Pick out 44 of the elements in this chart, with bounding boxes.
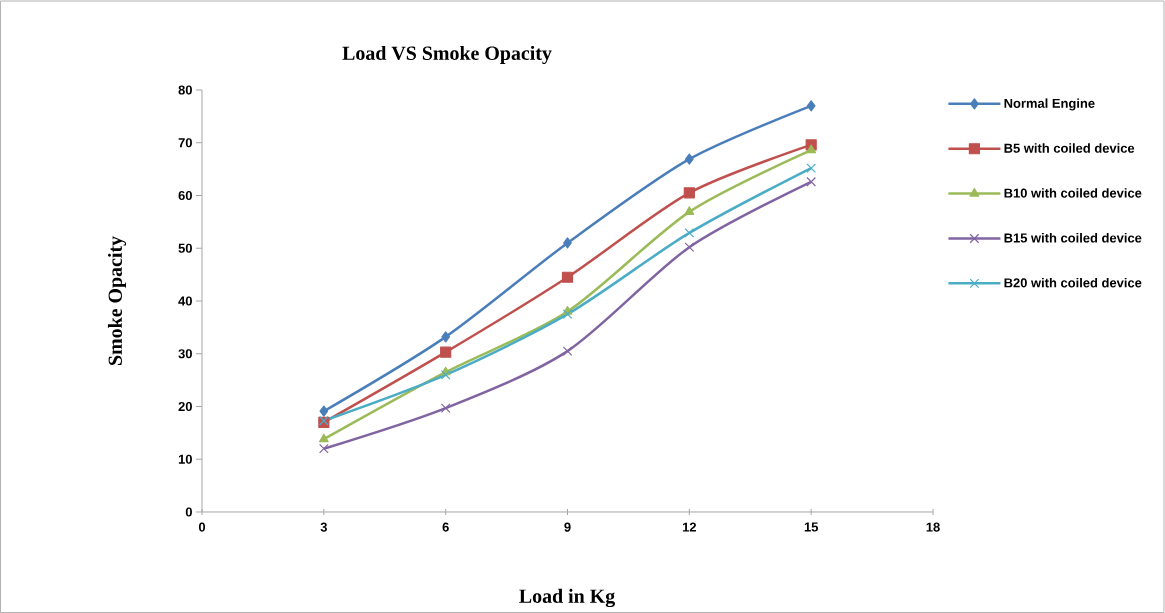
x-tick-label: 18 <box>926 522 940 532</box>
legend-label: B10 with coiled device <box>1004 188 1142 198</box>
point <box>684 153 694 165</box>
point <box>562 309 573 320</box>
x-tick-label: 15 <box>804 522 819 532</box>
point <box>440 346 452 358</box>
point <box>806 176 817 187</box>
x-tick-label: 3 <box>320 522 327 532</box>
point <box>319 443 329 454</box>
legend-label: Normal Engine <box>1004 98 1095 111</box>
point <box>806 100 816 112</box>
y-tick-label: 70 <box>178 138 192 148</box>
point <box>683 187 695 199</box>
y-tick-label: 60 <box>178 190 192 201</box>
point <box>440 403 451 413</box>
y-tick-label: 30 <box>178 349 192 359</box>
point <box>806 144 817 154</box>
legend-label: B5 with coiled device <box>1004 143 1135 153</box>
point <box>440 369 451 380</box>
y-axis-title: Smoke Opacity <box>107 236 127 365</box>
y-tick-label: 40 <box>178 296 192 306</box>
point <box>562 346 573 356</box>
y-tick-label: 80 <box>178 85 192 95</box>
x-tick-label: 12 <box>682 522 697 532</box>
y-tick-label: 20 <box>178 401 192 412</box>
y-tick-label: 0 <box>185 507 192 517</box>
point <box>684 242 695 253</box>
point <box>319 405 329 417</box>
point <box>561 271 574 283</box>
point <box>563 237 572 249</box>
point <box>684 206 695 215</box>
y-tick-label: 10 <box>178 454 192 464</box>
x-tick-label: 9 <box>564 522 571 532</box>
x-tick-label: 6 <box>442 522 449 532</box>
point <box>684 228 695 238</box>
legend-label: B20 with coiled device <box>1004 277 1142 288</box>
x-tick-label: 0 <box>198 522 206 532</box>
point <box>806 163 817 173</box>
chart-title: Load VS Smoke Opacity <box>342 45 552 65</box>
legend-label: B15 with coiled device <box>1004 233 1142 243</box>
y-tick-label: 50 <box>178 243 192 253</box>
point <box>441 331 451 343</box>
x-axis-title: Load in Kg <box>519 588 615 608</box>
point <box>318 433 329 443</box>
